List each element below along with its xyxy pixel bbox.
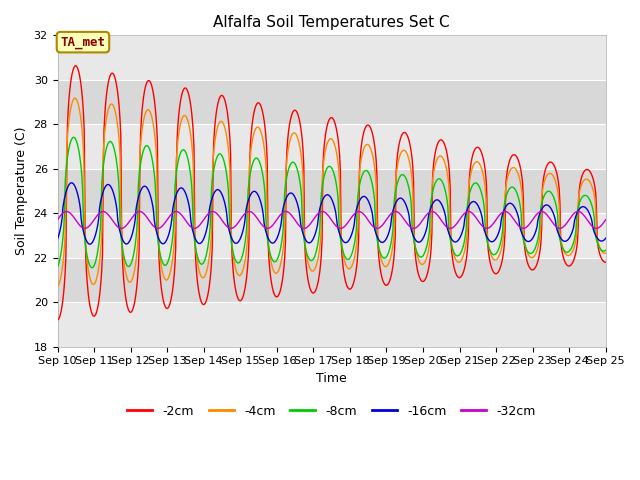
Bar: [58, 36, 605, 80]
Bar: [58, 258, 605, 302]
Y-axis label: Soil Temperature (C): Soil Temperature (C): [15, 127, 28, 255]
Text: TA_met: TA_met: [60, 36, 106, 48]
Bar: [58, 80, 605, 124]
Title: Alfalfa Soil Temperatures Set C: Alfalfa Soil Temperatures Set C: [213, 15, 450, 30]
Legend: -2cm, -4cm, -8cm, -16cm, -32cm: -2cm, -4cm, -8cm, -16cm, -32cm: [122, 400, 541, 423]
Bar: [58, 302, 605, 347]
Bar: [58, 169, 605, 213]
Bar: [58, 213, 605, 258]
Bar: [58, 124, 605, 169]
X-axis label: Time: Time: [316, 372, 347, 385]
